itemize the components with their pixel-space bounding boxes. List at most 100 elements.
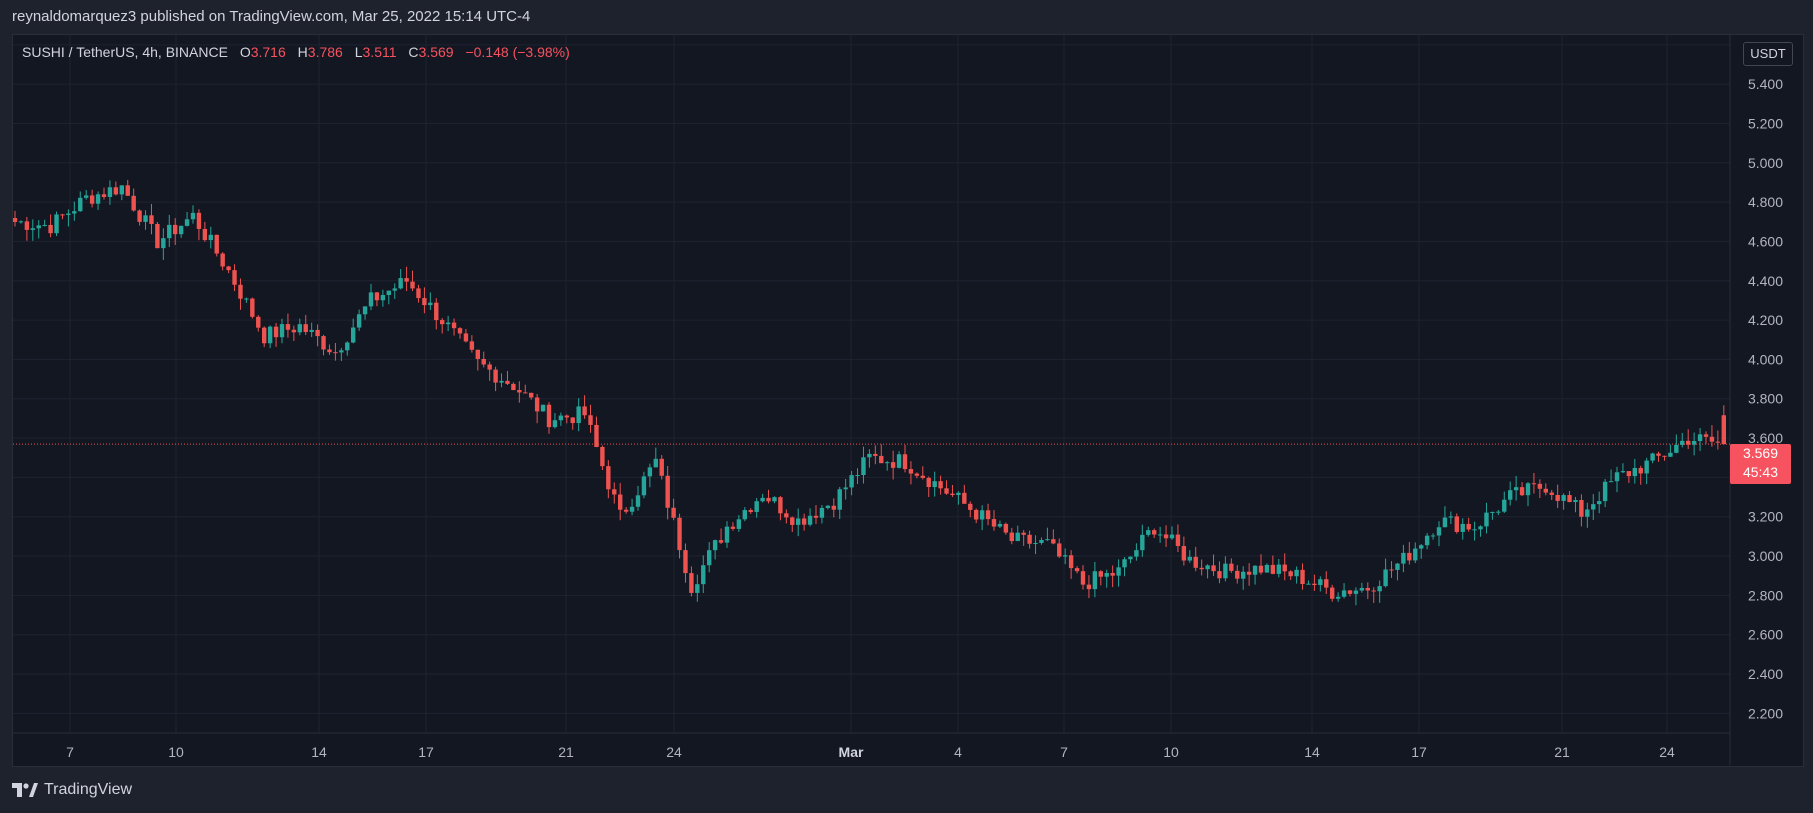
candle-body bbox=[540, 404, 546, 412]
candle bbox=[380, 289, 386, 307]
candle-body bbox=[434, 302, 439, 321]
candle-body bbox=[908, 469, 914, 474]
ohlc-legend: SUSHI / TetherUS, 4h, BINANCE O3.716 H3.… bbox=[22, 44, 570, 60]
candle-body bbox=[309, 329, 314, 332]
candle-body bbox=[618, 494, 623, 510]
candle-body bbox=[1039, 540, 1044, 543]
candle-body bbox=[1258, 565, 1264, 573]
candle-body bbox=[368, 292, 374, 307]
candle bbox=[885, 461, 890, 471]
tradingview-brand: TradingView bbox=[44, 781, 133, 798]
candle-body bbox=[1306, 583, 1311, 585]
candle-body bbox=[1567, 495, 1572, 503]
candle bbox=[1098, 570, 1103, 586]
candle bbox=[1353, 587, 1359, 606]
candle bbox=[1638, 465, 1643, 485]
y-tick-label: 4.800 bbox=[1748, 194, 1783, 210]
currency-button[interactable]: USDT bbox=[1743, 42, 1793, 66]
candle bbox=[778, 496, 783, 521]
y-tick-label: 4.000 bbox=[1748, 351, 1783, 367]
candle bbox=[143, 210, 148, 230]
candle-body bbox=[517, 390, 522, 393]
candle bbox=[1644, 457, 1649, 485]
candle bbox=[1709, 425, 1715, 447]
candle bbox=[1436, 521, 1442, 547]
price-axis[interactable]: 2.2002.4002.6002.8003.0003.2003.4003.600… bbox=[1748, 37, 1783, 722]
x-tick-label: 21 bbox=[1554, 744, 1570, 760]
candle bbox=[1561, 493, 1566, 510]
candle bbox=[291, 325, 297, 342]
candle-body bbox=[428, 302, 433, 306]
candle bbox=[1567, 490, 1572, 503]
candle-body bbox=[890, 462, 896, 468]
candle bbox=[1656, 451, 1661, 462]
candle-body bbox=[1199, 567, 1204, 570]
candle-body bbox=[250, 298, 255, 317]
candle bbox=[1591, 494, 1596, 520]
symbol-info[interactable]: SUSHI / TetherUS, 4h, BINANCE bbox=[22, 44, 228, 60]
candle bbox=[184, 211, 190, 227]
candle-body bbox=[184, 219, 190, 226]
candle bbox=[629, 498, 635, 516]
candle-body bbox=[84, 195, 89, 198]
time-axis[interactable]: 7 10 14 17 21 24 Mar 4 7 10 14 17 21 24 bbox=[66, 744, 1675, 760]
candle-body bbox=[582, 406, 587, 416]
candle-body bbox=[997, 523, 1003, 527]
candle-body bbox=[119, 185, 124, 195]
candle-body bbox=[89, 195, 95, 204]
candle bbox=[938, 475, 943, 495]
candle bbox=[1626, 471, 1632, 483]
candle bbox=[469, 335, 475, 353]
candle bbox=[72, 201, 77, 221]
last-price-value: 3.569 bbox=[1742, 445, 1779, 461]
candle-body bbox=[1015, 532, 1020, 542]
candle-body bbox=[238, 284, 243, 299]
candle-body bbox=[386, 290, 391, 295]
candle-body bbox=[155, 223, 160, 249]
candle-body bbox=[1217, 571, 1222, 579]
candle bbox=[422, 287, 427, 314]
x-tick-label: 24 bbox=[1659, 744, 1675, 760]
candle-body bbox=[1490, 511, 1495, 513]
candle bbox=[920, 466, 925, 480]
candle-body bbox=[730, 526, 736, 529]
candle-body bbox=[790, 517, 795, 525]
candle-body bbox=[1033, 542, 1038, 544]
candle bbox=[178, 225, 184, 238]
candle bbox=[457, 327, 463, 339]
chart-area[interactable] bbox=[12, 34, 1804, 767]
candle bbox=[190, 205, 196, 224]
candle-body bbox=[244, 298, 249, 300]
candle-body bbox=[546, 404, 552, 428]
candle bbox=[137, 209, 142, 226]
candle bbox=[1140, 524, 1145, 557]
candle bbox=[1169, 526, 1175, 540]
candle-body bbox=[867, 453, 872, 458]
candle bbox=[297, 318, 302, 336]
candle bbox=[534, 394, 540, 424]
candle bbox=[867, 449, 872, 468]
candle bbox=[30, 219, 35, 241]
candle bbox=[173, 218, 178, 245]
candle-body bbox=[1294, 569, 1299, 577]
candle-body bbox=[1442, 517, 1448, 528]
tradingview-logo[interactable]: TradingView bbox=[12, 781, 132, 799]
candle bbox=[1680, 432, 1685, 448]
candle-body bbox=[849, 475, 854, 488]
candle bbox=[1686, 429, 1691, 450]
y-tick-label: 3.000 bbox=[1748, 548, 1783, 564]
candle bbox=[1063, 548, 1068, 565]
candle-body bbox=[1697, 434, 1703, 442]
candle-body bbox=[285, 324, 291, 330]
candle-body bbox=[1395, 563, 1400, 570]
candle bbox=[974, 508, 979, 524]
candle bbox=[689, 566, 694, 597]
candle-body bbox=[1424, 535, 1430, 546]
candle-body bbox=[938, 481, 943, 489]
candle-body bbox=[855, 475, 860, 477]
candle bbox=[612, 482, 617, 504]
candle bbox=[1371, 587, 1376, 603]
candle bbox=[540, 404, 546, 412]
candle-body bbox=[451, 322, 457, 329]
